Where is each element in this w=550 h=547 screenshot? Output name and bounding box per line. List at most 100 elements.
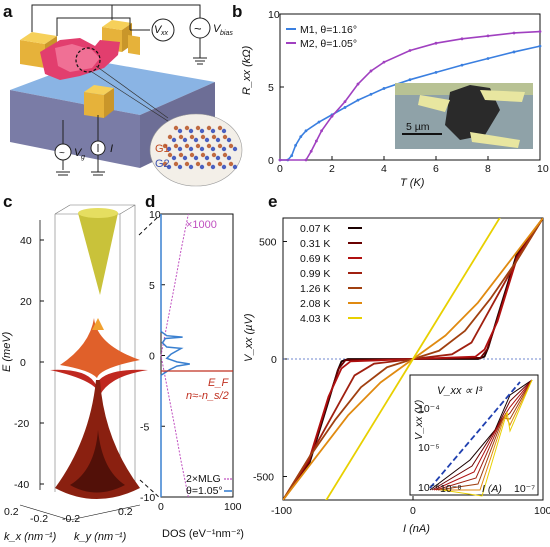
data-point (486, 57, 490, 60)
data-point (538, 30, 542, 33)
x-tick-label: -100 (271, 505, 292, 517)
xlabel-d: DOS (eV⁻¹nm⁻²) (162, 528, 244, 540)
inset-series-line (433, 379, 533, 491)
lattice-atom-g1 (173, 143, 179, 149)
lattice-atom-g2 (210, 164, 216, 170)
panel-a: a V xx ~ V bias (3, 2, 243, 187)
inset-ylabel: V_xx (V) (413, 400, 425, 440)
data-point (309, 149, 313, 153)
axis-ticks-b: 0 2 4 6 8 10 0 5 10 (268, 9, 549, 175)
e-ticks: 40 20 0 -20 -40 (14, 235, 44, 491)
lattice-atom-g1 (173, 161, 179, 167)
wire-icon (56, 17, 131, 36)
inset-series-line (440, 379, 533, 491)
series-layer-d (160, 213, 190, 498)
zoom-circle (75, 47, 101, 73)
lattice-atom-g2 (171, 137, 177, 143)
legend-mlg: 2×MLG (186, 473, 221, 485)
lattice-atom-g1 (178, 134, 184, 140)
gold-contact-top (102, 20, 132, 30)
ylabel-e: V_xx (µV) (243, 313, 255, 362)
connector-line (138, 214, 161, 236)
lattice-atom-g1 (189, 152, 195, 158)
lattice-atom-g2 (182, 155, 188, 161)
upper-band-top (78, 208, 118, 218)
y-tick-label: 0 (271, 354, 277, 366)
legend-label: 0.99 K (300, 268, 330, 280)
ef-label: E_F (208, 377, 229, 389)
inset-fit-line (429, 381, 521, 489)
lattice-atom-g1 (211, 152, 217, 158)
y-tick-label: -10 (140, 492, 155, 504)
e-tick-label: 40 (20, 235, 32, 247)
micrograph-lead (418, 95, 450, 112)
lattice-atom-g2 (177, 146, 183, 152)
lattice-atom-g2 (199, 146, 205, 152)
inset-series (429, 379, 533, 497)
inset-annotation: V_xx ∝ I³ (437, 385, 482, 397)
vbias-sub: bias (220, 30, 233, 37)
data-point (304, 129, 308, 133)
lattice-atom-g2 (199, 164, 205, 170)
lattice-atom-g1 (211, 134, 217, 140)
micrograph-lead (480, 90, 525, 102)
y-tick-label: 500 (259, 237, 277, 249)
lattice-atom-g2 (215, 137, 221, 143)
lattice-atom-g2 (210, 128, 216, 134)
wire-icon (112, 4, 201, 18)
lattice-atom-g1 (200, 134, 206, 140)
e-tick-label: 20 (20, 296, 32, 308)
lattice-atom-g1 (222, 134, 228, 140)
micrograph-lead (470, 132, 520, 148)
lattice-atom-g1 (217, 125, 223, 131)
xlabel-c: k_x (nm⁻¹) (4, 531, 57, 543)
data-point (278, 158, 282, 162)
kx-tick: 0.2 (4, 506, 19, 518)
zoom-line (95, 65, 169, 119)
lattice-atom-g1 (206, 161, 212, 167)
data-point (460, 37, 464, 41)
n-label: n≈-n_s/2 (186, 390, 229, 402)
data-point (434, 41, 438, 45)
lattice-atom-g2 (193, 155, 199, 161)
ky-tick: -0.2 (62, 513, 80, 525)
data-point (304, 158, 308, 162)
inset-xtick: 10⁻⁷ (514, 483, 535, 495)
x-tick-label: 100 (534, 505, 550, 517)
hall-bar-highlight (55, 44, 100, 72)
x-tick-label: 4 (381, 163, 387, 175)
xlabel-e: I (nA) (403, 523, 430, 535)
inset-xtick: 10⁻⁸ (440, 483, 462, 495)
gold-contact-side (104, 88, 114, 118)
series-line (160, 213, 189, 498)
box-edge (119, 204, 136, 215)
lattice-disc (149, 113, 243, 187)
vxx-sub: xx (160, 30, 169, 37)
lattice-atom-g2 (188, 146, 194, 152)
x-tick-label: 100 (224, 501, 242, 513)
data-point (369, 69, 373, 73)
gate-source-symbol: ~ (59, 148, 65, 159)
xlabel-b: T (K) (400, 177, 425, 189)
lattice-atom-g1 (173, 125, 179, 131)
moire-lattice (162, 125, 238, 170)
ylabel-c: k_y (nm⁻¹) (74, 531, 127, 543)
gold-contact-top (20, 32, 57, 44)
lattice-atom-g1 (184, 125, 190, 131)
lattice-atom-g1 (184, 161, 190, 167)
lattice-atom-g1 (228, 143, 234, 149)
lattice-atom-g1 (167, 134, 173, 140)
inset-ytick: 10⁻⁵ (418, 442, 440, 454)
inset-ytick: 10⁻⁴ (418, 403, 440, 415)
panel-label-e: e (268, 192, 277, 211)
gold-contact (84, 92, 104, 118)
data-point (317, 120, 321, 124)
inset-series-line (437, 379, 533, 491)
legend-label: 1.26 K (300, 283, 330, 295)
x-tick-label: 0 (410, 505, 416, 517)
panel-label-b: b (232, 2, 242, 21)
x-tick-label: 0 (277, 163, 283, 175)
